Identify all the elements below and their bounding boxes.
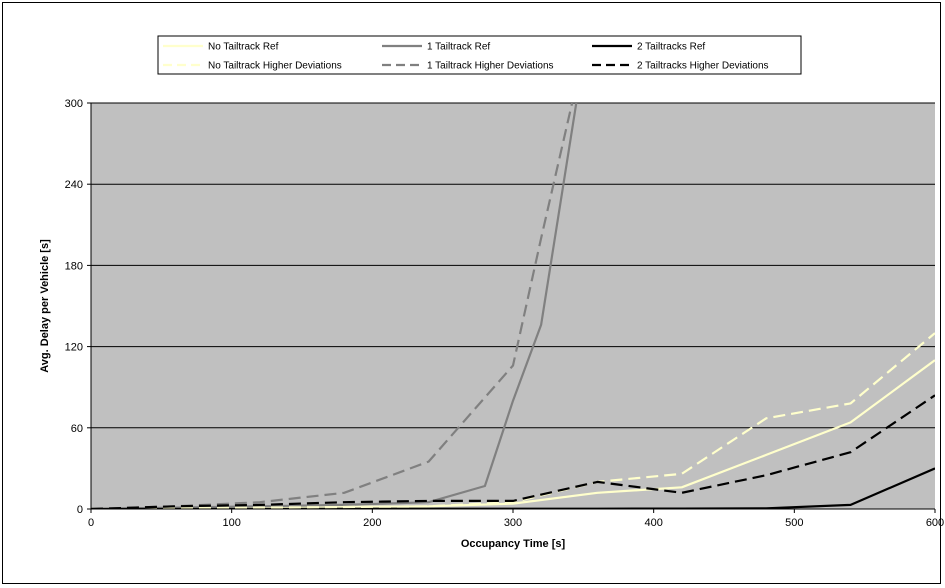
y-tick-label: 60 xyxy=(71,423,83,435)
x-tick-label: 0 xyxy=(88,517,94,529)
x-tick-label: 100 xyxy=(222,517,240,529)
legend-label: No Tailtrack Higher Deviations xyxy=(208,61,342,72)
legend: No Tailtrack Ref 1 Tailtrack Ref 2 Tailtra… xyxy=(157,35,802,75)
legend-label: 2 Tailtracks Higher Deviations xyxy=(637,61,769,72)
y-tick-label: 0 xyxy=(77,504,83,516)
legend-label: 1 Tailtrack Higher Deviations xyxy=(427,61,554,72)
y-tick-label: 120 xyxy=(65,342,83,354)
x-tick-label: 600 xyxy=(926,517,944,529)
legend-box xyxy=(157,35,802,75)
series-line xyxy=(91,332,935,509)
x-tick-label: 500 xyxy=(785,517,803,529)
x-tick-label: 400 xyxy=(644,517,662,529)
legend-label: No Tailtrack Ref xyxy=(208,42,279,53)
axes: 0 60 120 180 240 300 0 100 200 300 400 500 600 xyxy=(65,98,945,529)
y-axis-title: Avg. Delay per Vehicle [s] xyxy=(39,239,51,373)
gridlines xyxy=(91,102,935,429)
x-tick-label: 300 xyxy=(504,517,522,529)
series-line xyxy=(91,394,935,509)
plot-area xyxy=(91,103,935,509)
x-tick-label: 200 xyxy=(363,517,381,529)
y-tick-label: 180 xyxy=(65,260,83,272)
y-tick-label: 240 xyxy=(65,179,83,191)
x-axis-title: Occupancy Time [s] xyxy=(461,538,566,550)
legend-label: 2 Tailtracks Ref xyxy=(637,42,705,53)
legend-label: 1 Tailtrack Ref xyxy=(427,42,490,53)
y-tick-label: 300 xyxy=(65,98,83,110)
